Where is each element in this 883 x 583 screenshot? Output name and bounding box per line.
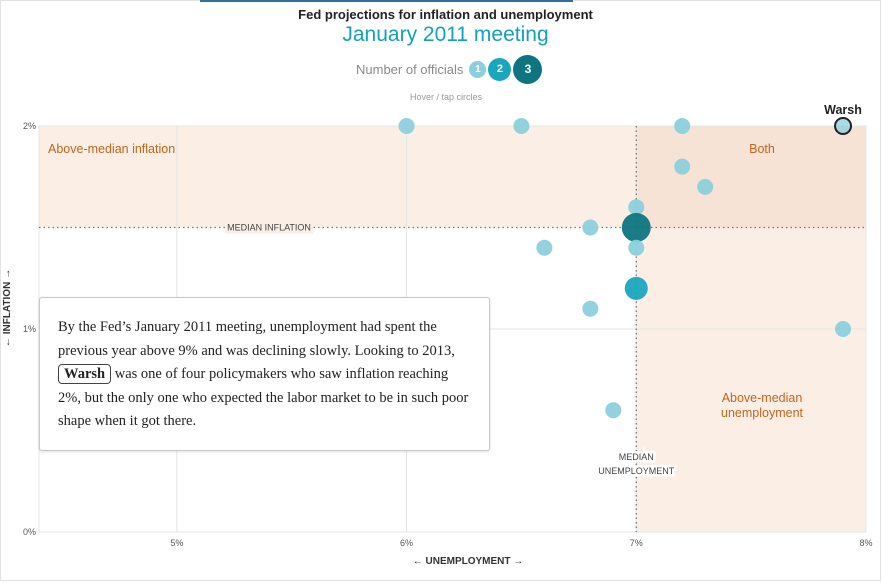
data-point[interactable]	[513, 118, 530, 134]
data-point[interactable]	[624, 276, 648, 300]
callout-name-badge[interactable]: Warsh	[58, 364, 112, 384]
y-tick-label: 1%	[23, 324, 36, 334]
legend-circle-3: 3	[513, 54, 543, 84]
region-label-above-median-unemployment: Above-median	[722, 391, 803, 405]
region-label-both: Both	[749, 142, 775, 156]
data-point[interactable]	[628, 239, 645, 256]
annotation-callout: By the Fed’s January 2011 meeting, unemp…	[39, 297, 490, 451]
data-point[interactable]	[697, 178, 714, 195]
y-tick-label: 0%	[23, 527, 36, 537]
callout-text-before: By the Fed’s January 2011 meeting, unemp…	[58, 319, 455, 359]
data-point[interactable]	[628, 199, 645, 216]
y-axis-label: ← INFLATION →	[2, 269, 13, 347]
data-point-warsh[interactable]	[834, 117, 853, 135]
legend-circle-2: 2	[488, 57, 512, 81]
y-tick-label: 2%	[23, 121, 36, 131]
callout-text-after: was one of four policymakers who saw inf…	[58, 366, 469, 429]
x-tick-label: 7%	[630, 538, 643, 548]
legend-circle-1: 1	[469, 60, 487, 78]
chart-subtitle: January 2011 meeting	[342, 23, 549, 46]
x-tick-label: 8%	[859, 538, 872, 548]
median-inflation-label: MEDIAN INFLATION	[227, 223, 311, 233]
top-accent-bar	[200, 0, 573, 2]
data-point[interactable]	[582, 219, 599, 236]
region-label-above-median-unemployment: unemployment	[721, 406, 804, 420]
region-label-above-median-inflation: Above-median inflation	[48, 142, 175, 156]
median-unemployment-label: UNEMPLOYMENT	[598, 466, 675, 476]
x-tick-label: 6%	[400, 538, 413, 548]
x-tick-label: 5%	[170, 538, 183, 548]
size-legend: Number of officials 1 2 3	[356, 54, 543, 84]
hover-hint: Hover / tap circles	[410, 92, 483, 102]
data-point[interactable]	[674, 158, 691, 175]
x-axis-label: ← UNEMPLOYMENT →	[413, 556, 524, 567]
median-unemployment-label: MEDIAN	[619, 452, 654, 462]
region-above-median-unemployment	[636, 227, 866, 532]
point-label-warsh: Warsh	[824, 103, 862, 117]
data-point[interactable]	[536, 239, 553, 256]
data-point[interactable]	[835, 321, 852, 337]
data-point[interactable]	[605, 402, 622, 419]
region-both	[636, 126, 866, 228]
data-point[interactable]	[398, 118, 415, 134]
legend-label: Number of officials	[356, 61, 464, 77]
chart-title: Fed projections for inflation and unempl…	[298, 7, 593, 22]
data-point[interactable]	[621, 213, 651, 242]
data-point[interactable]	[674, 118, 691, 134]
region-above-median-inflation	[39, 126, 637, 228]
data-point[interactable]	[582, 300, 599, 317]
